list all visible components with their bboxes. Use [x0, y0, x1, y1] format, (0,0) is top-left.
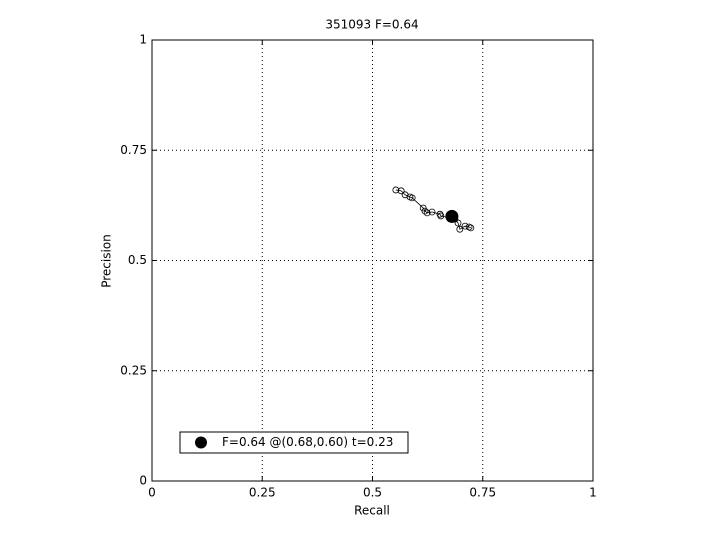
x-axis-label: Recall: [354, 504, 390, 518]
point-marker: [467, 224, 475, 232]
y-tick-label: 0.5: [128, 253, 147, 267]
x-tick-label: 0.25: [249, 486, 276, 500]
point-marker: [408, 194, 416, 202]
y-tick-label: 0.25: [120, 363, 147, 377]
point-marker: [428, 208, 436, 216]
legend-label: F=0.64 @(0.68,0.60) t=0.23: [222, 435, 393, 449]
legend-marker: [195, 436, 207, 449]
x-tick-label: 0.5: [363, 486, 382, 500]
y-axis-label: Precision: [100, 234, 114, 288]
point-marker: [397, 187, 405, 195]
y-tick-label: 0.75: [120, 143, 147, 157]
x-tick-label: 0: [148, 486, 156, 500]
point-marker: [445, 209, 459, 223]
point-marker: [421, 207, 429, 215]
point-marker: [454, 219, 462, 227]
chart-title: 351093 F=0.64: [325, 18, 418, 32]
point-marker: [437, 212, 445, 220]
legend-box: [179, 431, 409, 454]
axes-frame: [151, 39, 594, 482]
point-marker: [456, 225, 464, 233]
point-marker: [423, 209, 431, 217]
y-tick-label: 0: [139, 474, 147, 488]
x-tick-label: 1: [589, 486, 597, 500]
y-tick-label: 1: [139, 33, 147, 47]
point-marker: [392, 186, 400, 194]
data-line: [395, 189, 472, 230]
x-tick-label: 0.75: [469, 486, 496, 500]
